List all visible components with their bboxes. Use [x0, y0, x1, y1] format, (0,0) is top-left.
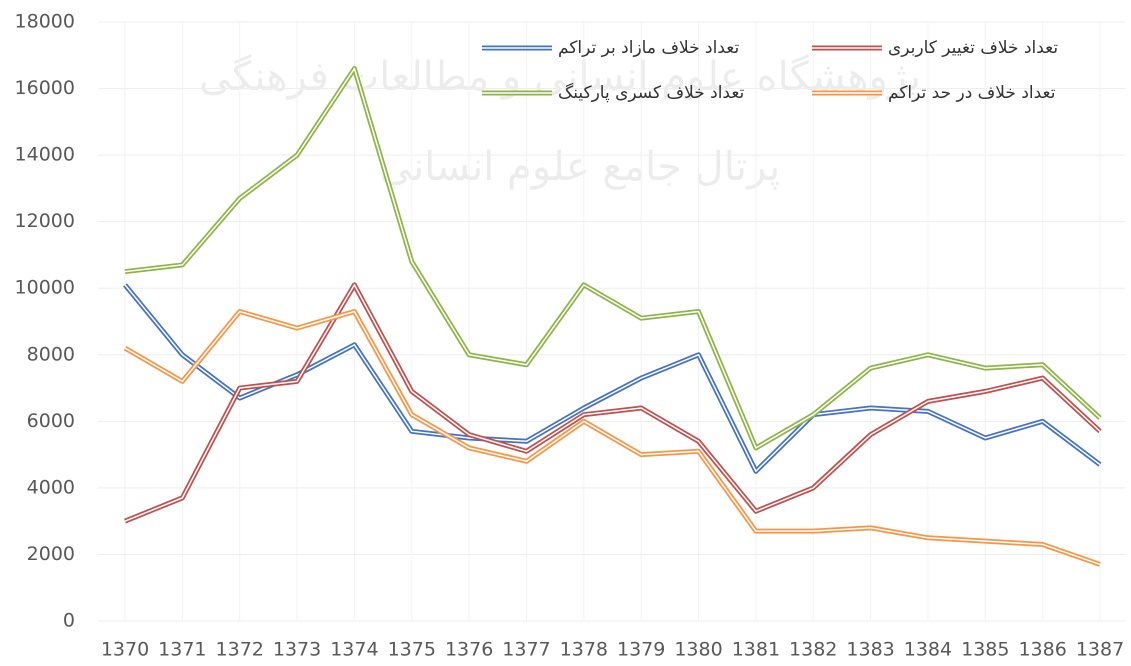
x-tick-label: 1375 [388, 639, 436, 661]
series-line-highlight [124, 284, 1101, 472]
x-tick-label: 1370 [101, 639, 149, 661]
legend-label: تعداد خلاف مازاد بر تراکم [558, 38, 739, 58]
y-tick-label: 16000 [15, 77, 75, 99]
x-tick-label: 1386 [1018, 639, 1066, 661]
x-tick-label: 1371 [158, 639, 206, 661]
x-tick-label: 1383 [846, 639, 894, 661]
series-line-highlight [124, 310, 1101, 566]
x-tick-label: 1387 [1076, 639, 1124, 661]
y-tick-label: 2000 [27, 543, 75, 565]
watermark: پژوهشگاه علوم انسانی و مطالعات فرهنگی [199, 54, 921, 100]
series-line-highlight [124, 284, 1101, 522]
x-tick-label: 1382 [789, 639, 837, 661]
x-tick-label: 1372 [216, 639, 264, 661]
x-tick-label: 1378 [560, 639, 608, 661]
x-tick-label: 1373 [273, 639, 321, 661]
x-tick-label: 1380 [674, 639, 722, 661]
legend-label: تعداد خلاف در حد تراکم [888, 83, 1056, 103]
series-line [123, 283, 1102, 474]
x-tick-label: 1384 [904, 639, 952, 661]
legend-label: تعداد خلاف تغییر کاربری [888, 38, 1058, 58]
watermark: پرتال جامع علوم انسانی [380, 144, 781, 190]
x-tick-label: 1377 [502, 639, 550, 661]
y-tick-label: 6000 [27, 410, 75, 432]
x-tick-label: 1385 [961, 639, 1009, 661]
series-line-highlight [124, 67, 1101, 449]
x-tick-label: 1374 [330, 639, 378, 661]
y-tick-label: 14000 [15, 144, 75, 166]
y-tick-label: 4000 [27, 476, 75, 498]
x-tick-label: 1379 [617, 639, 665, 661]
y-tick-label: 8000 [27, 343, 75, 365]
legend-label: تعداد خلاف کسری پارکینگ [558, 82, 745, 103]
y-tick-label: 10000 [15, 277, 75, 299]
y-tick-label: 18000 [15, 11, 75, 33]
x-tick-label: 1376 [445, 639, 493, 661]
y-tick-label: 12000 [15, 210, 75, 232]
x-tick-label: 1381 [732, 639, 780, 661]
y-tick-label: 0 [63, 610, 75, 632]
